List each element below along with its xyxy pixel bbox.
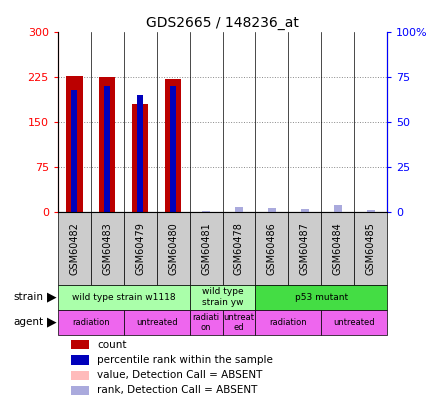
Bar (71, 371, 89, 380)
Text: GSM60483: GSM60483 (102, 222, 112, 275)
Text: radiation: radiation (72, 318, 109, 327)
Bar (165, 79, 182, 213)
Bar (137, 96, 143, 213)
Text: p53 mutant: p53 mutant (295, 292, 348, 302)
Text: radiation: radiation (270, 318, 307, 327)
Bar (235, 207, 243, 213)
Bar (321, 213, 354, 284)
Bar (99, 77, 116, 213)
Bar (71, 386, 89, 395)
Text: untreat
ed: untreat ed (223, 313, 255, 332)
Bar (301, 209, 309, 213)
Bar (190, 213, 222, 284)
Bar (334, 209, 342, 213)
Bar (268, 211, 276, 213)
Bar (268, 208, 276, 213)
Text: wild type
strain yw: wild type strain yw (202, 288, 243, 307)
Text: ▶: ▶ (47, 316, 57, 329)
Bar (132, 104, 149, 213)
Bar (157, 213, 190, 284)
Bar (58, 310, 124, 335)
Bar (222, 310, 255, 335)
Text: agent: agent (13, 318, 44, 327)
Text: GSM60485: GSM60485 (366, 222, 376, 275)
Text: count: count (97, 340, 127, 350)
Bar (288, 213, 321, 284)
Bar (124, 213, 157, 284)
Text: GSM60481: GSM60481 (201, 222, 211, 275)
Bar (170, 86, 176, 213)
Text: radiati
on: radiati on (193, 313, 219, 332)
Text: GSM60478: GSM60478 (234, 222, 244, 275)
Text: untreated: untreated (333, 318, 375, 327)
Bar (104, 86, 110, 213)
Text: rank, Detection Call = ABSENT: rank, Detection Call = ABSENT (97, 386, 258, 395)
Bar (222, 213, 255, 284)
Text: wild type strain w1118: wild type strain w1118 (72, 292, 175, 302)
Text: value, Detection Call = ABSENT: value, Detection Call = ABSENT (97, 370, 263, 380)
Bar (255, 284, 387, 310)
Bar (71, 90, 77, 213)
Bar (301, 211, 309, 213)
Bar (91, 213, 124, 284)
Text: strain: strain (13, 292, 43, 302)
Text: GSM60486: GSM60486 (267, 222, 277, 275)
Text: untreated: untreated (136, 318, 178, 327)
Text: ▶: ▶ (47, 291, 57, 304)
Bar (321, 310, 387, 335)
Text: GSM60484: GSM60484 (333, 222, 343, 275)
Bar (255, 213, 288, 284)
Text: percentile rank within the sample: percentile rank within the sample (97, 355, 273, 365)
Bar (255, 310, 321, 335)
Bar (190, 310, 222, 335)
Bar (334, 205, 342, 213)
Bar (58, 284, 190, 310)
Bar (190, 284, 255, 310)
Bar (66, 76, 83, 213)
Text: GSM60479: GSM60479 (135, 222, 145, 275)
Bar (354, 213, 387, 284)
Bar (235, 208, 243, 213)
Bar (58, 213, 91, 284)
Title: GDS2665 / 148236_at: GDS2665 / 148236_at (146, 16, 299, 30)
Text: GSM60487: GSM60487 (300, 222, 310, 275)
Bar (367, 210, 375, 213)
Bar (71, 340, 89, 350)
Bar (71, 356, 89, 364)
Bar (202, 211, 210, 213)
Bar (124, 310, 190, 335)
Text: GSM60482: GSM60482 (69, 222, 79, 275)
Text: GSM60480: GSM60480 (168, 222, 178, 275)
